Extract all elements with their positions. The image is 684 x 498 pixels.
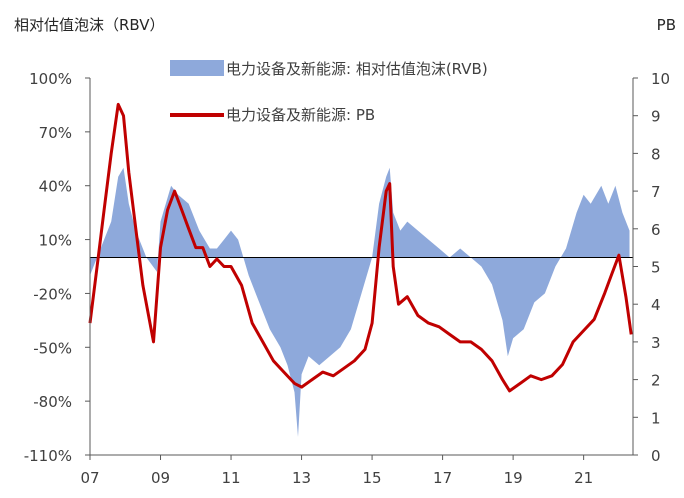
x-tick-label: 11 [221, 469, 240, 487]
left-tick-label: -80% [33, 393, 72, 411]
right-tick-label: 8 [651, 145, 661, 163]
x-tick-label: 21 [574, 469, 593, 487]
plot-area [88, 102, 633, 438]
rvb-area [90, 167, 630, 438]
left-tick-label: 10% [39, 232, 72, 250]
x-tick-label: 07 [80, 469, 99, 487]
right-tick-label: 4 [651, 296, 661, 314]
right-tick-label: 2 [651, 372, 661, 390]
right-tick-label: 10 [651, 70, 670, 88]
right-axis-title: PB [657, 16, 676, 34]
x-tick-label: 15 [363, 469, 382, 487]
axes: 100%70%40%10%-20%-50%-80%-110%1098765432… [24, 70, 670, 487]
right-tick-label: 3 [651, 334, 661, 352]
right-tick-label: 7 [651, 183, 661, 201]
left-tick-label: 70% [39, 124, 72, 142]
x-tick-label: 09 [151, 469, 170, 487]
x-tick-label: 17 [433, 469, 452, 487]
legend-area-label: 电力设备及新能源: 相对估值泡沫(RVB) [226, 60, 488, 78]
left-tick-label: 100% [29, 70, 72, 88]
legend: 电力设备及新能源: 相对估值泡沫(RVB) 电力设备及新能源: PB [170, 60, 488, 124]
right-tick-label: 5 [651, 259, 661, 277]
right-tick-label: 0 [651, 447, 661, 465]
left-tick-label: -50% [33, 339, 72, 357]
pb-line [88, 102, 633, 393]
x-tick-label: 19 [504, 469, 523, 487]
left-tick-label: -110% [24, 447, 72, 465]
right-tick-label: 1 [651, 409, 661, 427]
x-tick-label: 13 [292, 469, 311, 487]
left-axis-title: 相对估值泡沫（RBV） [14, 16, 165, 34]
legend-area-swatch [170, 60, 224, 76]
legend-line-label: 电力设备及新能源: PB [226, 106, 375, 124]
right-tick-label: 6 [651, 221, 661, 239]
left-tick-label: -20% [33, 285, 72, 303]
right-tick-label: 9 [651, 108, 661, 126]
left-tick-label: 40% [39, 178, 72, 196]
